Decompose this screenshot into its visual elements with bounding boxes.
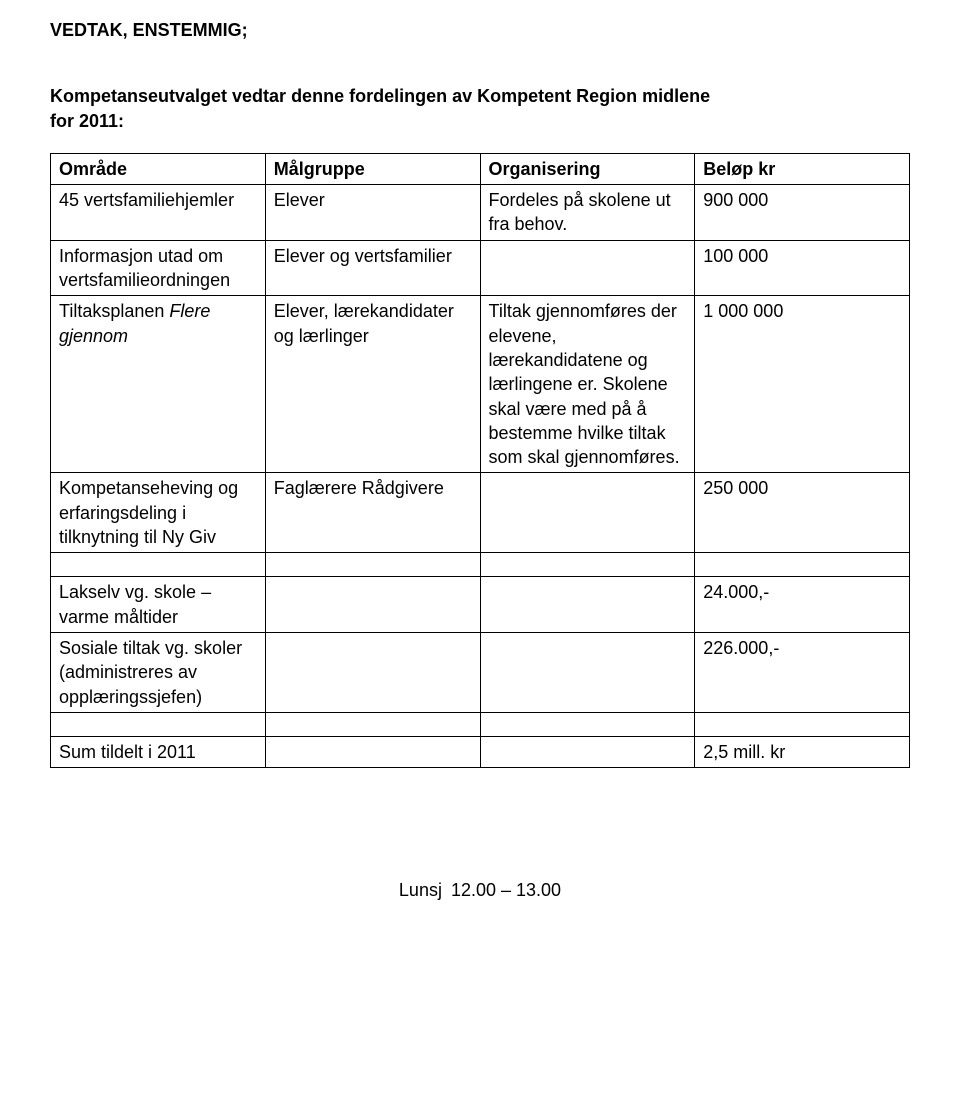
- footer-lunsj: Lunsj 12.00 – 13.00: [50, 878, 910, 902]
- cell-omrade: Lakselv vg. skole – varme måltider: [51, 577, 266, 633]
- cell-organisering: [480, 240, 695, 296]
- heading-vedtak: VEDTAK, ENSTEMMIG;: [50, 18, 910, 42]
- cell-belop: 100 000: [695, 240, 910, 296]
- cell-belop: 24.000,-: [695, 577, 910, 633]
- col-omrade: Område: [51, 153, 266, 184]
- cell-belop: 250 000: [695, 473, 910, 553]
- table-row: Kompetanseheving og erfaringsdeling i ti…: [51, 473, 910, 553]
- col-belop: Beløp kr: [695, 153, 910, 184]
- cell-organisering: Tiltak gjennomføres der elevene, lærekan…: [480, 296, 695, 473]
- col-organisering: Organisering: [480, 153, 695, 184]
- cell-omrade: 45 vertsfamiliehjemler: [51, 185, 266, 241]
- table-header-row: Område Målgruppe Organisering Beløp kr: [51, 153, 910, 184]
- cell-organisering: [480, 473, 695, 553]
- cell-belop: 900 000: [695, 185, 910, 241]
- table-row: Lakselv vg. skole – varme måltider 24.00…: [51, 577, 910, 633]
- footer-time: 12.00 – 13.00: [451, 880, 561, 900]
- subheading-line2: for 2011:: [50, 111, 124, 131]
- table-row: Informasjon utad om vertsfamilieordninge…: [51, 240, 910, 296]
- subheading: Kompetanseutvalget vedtar denne fordelin…: [50, 84, 910, 133]
- table-spacer-row: [51, 712, 910, 736]
- footer-label: Lunsj: [399, 880, 442, 900]
- sum-value: 2,5 mill. kr: [695, 736, 910, 767]
- cell-organisering: Fordeles på skolene ut fra behov.: [480, 185, 695, 241]
- cell-belop: 226.000,-: [695, 632, 910, 712]
- table-row: Sosiale tiltak vg. skoler (administreres…: [51, 632, 910, 712]
- col-malgruppe: Målgruppe: [265, 153, 480, 184]
- subheading-line1: Kompetanseutvalget vedtar denne fordelin…: [50, 86, 710, 106]
- table-row: Tiltaksplanen Flere gjennom Elever, lære…: [51, 296, 910, 473]
- cell-belop: 1 000 000: [695, 296, 910, 473]
- cell-malgruppe: Elever og vertsfamilier: [265, 240, 480, 296]
- cell-malgruppe: Elever, lærekandidater og lærlinger: [265, 296, 480, 473]
- allocation-table: Område Målgruppe Organisering Beløp kr 4…: [50, 153, 910, 768]
- table-sum-row: Sum tildelt i 2011 2,5 mill. kr: [51, 736, 910, 767]
- cell-text-plain: Tiltaksplanen: [59, 301, 169, 321]
- cell-malgruppe: Elever: [265, 185, 480, 241]
- cell-omrade: Informasjon utad om vertsfamilieordninge…: [51, 240, 266, 296]
- cell-omrade: Tiltaksplanen Flere gjennom: [51, 296, 266, 473]
- cell-malgruppe: Faglærere Rådgivere: [265, 473, 480, 553]
- table-row: 45 vertsfamiliehjemler Elever Fordeles p…: [51, 185, 910, 241]
- table-spacer-row: [51, 553, 910, 577]
- sum-label: Sum tildelt i 2011: [51, 736, 266, 767]
- cell-omrade: Sosiale tiltak vg. skoler (administreres…: [51, 632, 266, 712]
- cell-omrade: Kompetanseheving og erfaringsdeling i ti…: [51, 473, 266, 553]
